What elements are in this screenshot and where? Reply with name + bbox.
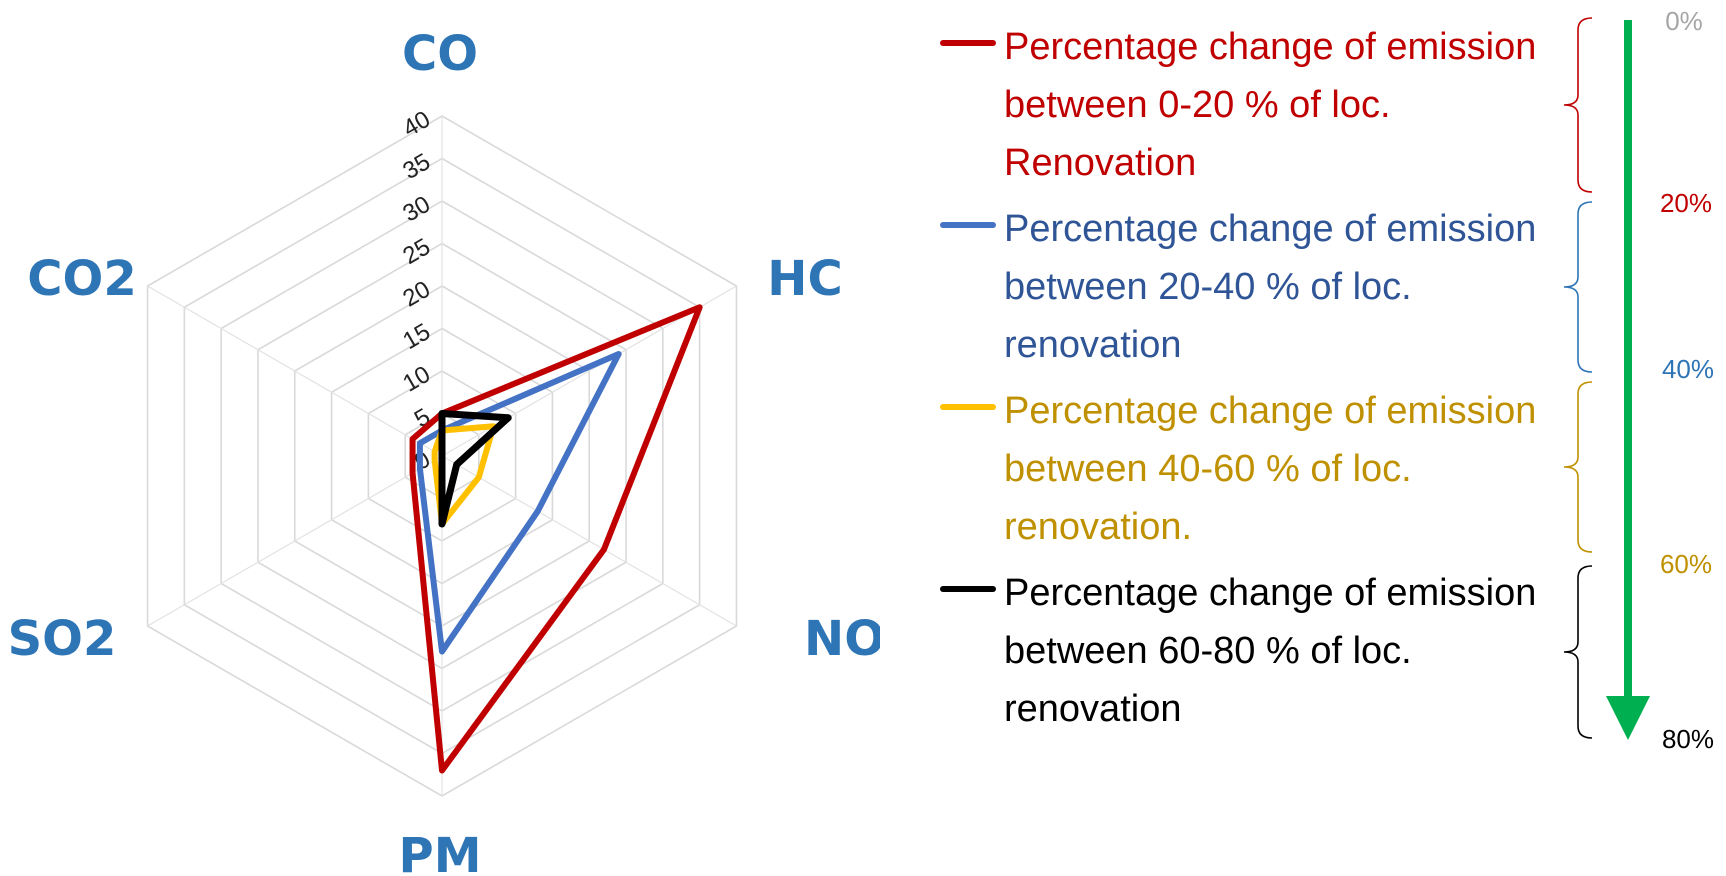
axis-label-co2: CO2 (27, 251, 136, 307)
axis-label-so2: SO2 (8, 611, 117, 667)
legend-item-0-20: Percentage change of emission between 0-… (940, 18, 1560, 192)
chart-legend: Percentage change of emission between 0-… (940, 18, 1560, 746)
scale-label-20pct: 20% (1660, 188, 1712, 218)
legend-swatch-red (940, 40, 996, 46)
tick-label: 40 (398, 106, 435, 143)
scale-label-80pct: 80% (1662, 724, 1714, 754)
tick-label: 30 (398, 191, 435, 228)
scale-brace-1 (1563, 17, 1593, 193)
tick-label: 20 (398, 276, 435, 313)
grid-spoke (147, 285, 443, 457)
tick-label: 10 (398, 361, 435, 398)
tick-label: 15 (398, 318, 435, 355)
axis-label-hc: HC (767, 251, 842, 307)
radar-series (409, 304, 703, 774)
legend-swatch-black (940, 586, 996, 592)
scale-label-60pct: 60% (1660, 549, 1712, 579)
legend-swatch-blue (940, 222, 996, 228)
scale-braces (1563, 17, 1593, 739)
scale-percent-labels: 0% 20% 40% 60% 80% (1660, 6, 1714, 754)
legend-item-60-80: Percentage change of emission between 60… (940, 564, 1560, 738)
series-line-1 (409, 304, 703, 774)
series-line-4 (438, 410, 512, 528)
radar-axis-labels: CO HC NOx PM SO2 CO2 (8, 26, 880, 876)
legend-item-40-60: Percentage change of emission between 40… (940, 382, 1560, 556)
scale-brace-3 (1563, 381, 1593, 553)
legend-item-20-40: Percentage change of emission between 20… (940, 200, 1560, 374)
legend-text-40-60: Percentage change of emission between 40… (1004, 390, 1537, 548)
scale-brace-4 (1563, 565, 1593, 739)
axis-label-nox: NOx (804, 611, 880, 667)
scale-label-0pct: 0% (1665, 6, 1703, 36)
arrow-head (1606, 696, 1650, 740)
grid-spoke (441, 455, 737, 627)
axis-label-co: CO (402, 26, 478, 82)
scale-label-40pct: 40% (1662, 354, 1714, 384)
tick-label: 35 (398, 148, 435, 185)
axis-label-pm: PM (399, 828, 482, 876)
series-line-2 (416, 351, 622, 655)
scale-brace-2 (1563, 201, 1593, 373)
grid-spoke (147, 455, 443, 627)
tick-label: 25 (398, 233, 435, 270)
legend-swatch-yellow (940, 404, 996, 410)
legend-text-20-40: Percentage change of emission between 20… (1004, 208, 1537, 366)
legend-text-60-80: Percentage change of emission between 60… (1004, 572, 1537, 730)
scale-arrow (1606, 20, 1650, 740)
legend-text-0-20: Percentage change of emission between 0-… (1004, 26, 1537, 184)
